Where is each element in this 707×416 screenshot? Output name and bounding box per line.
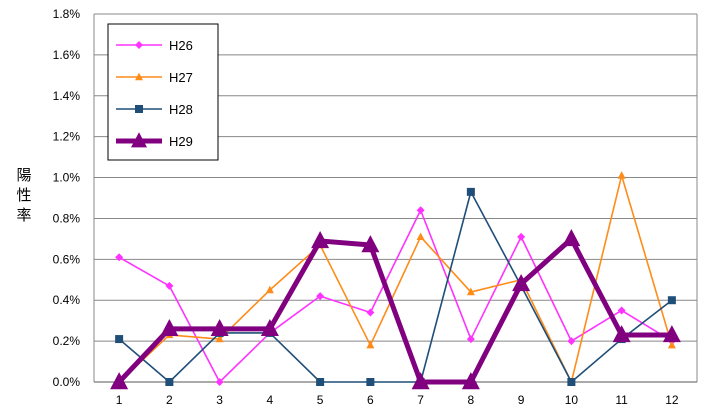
- data-point: [567, 378, 576, 386]
- data-point: [512, 273, 531, 292]
- series-line: [118, 174, 673, 383]
- y-tick-label: 0.2%: [53, 334, 81, 348]
- series-line: [118, 191, 673, 383]
- data-point: [131, 132, 147, 148]
- series-H28: [115, 187, 676, 386]
- legend-label: H26: [169, 38, 193, 53]
- data-point: [210, 318, 229, 337]
- data-point: [366, 340, 375, 349]
- x-tick-label: 12: [665, 393, 679, 407]
- data-point: [366, 308, 375, 317]
- data-point: [667, 296, 676, 305]
- data-point: [260, 318, 279, 337]
- x-tick-label: 11: [615, 393, 628, 407]
- series-line: [118, 209, 673, 383]
- data-point: [667, 340, 676, 349]
- y-tick-label: 0.6%: [53, 252, 81, 266]
- data-point: [466, 187, 475, 196]
- y-tick-label: 0.0%: [53, 375, 81, 389]
- series-H26: [115, 206, 676, 386]
- data-point: [316, 292, 325, 301]
- series-H29: [110, 228, 681, 390]
- x-tick-label: 7: [417, 393, 424, 407]
- data-point: [115, 335, 124, 344]
- x-tick-label: 2: [166, 393, 173, 407]
- data-point: [165, 281, 174, 290]
- legend-label: H29: [169, 134, 193, 149]
- legend-box: [107, 23, 219, 161]
- data-point: [562, 228, 581, 247]
- x-tick-label: 8: [468, 393, 475, 407]
- data-point: [115, 253, 124, 262]
- data-point: [165, 378, 174, 386]
- y-tick-label: 1.2%: [53, 130, 81, 144]
- data-point: [110, 372, 129, 390]
- y-tick-label: 0.8%: [53, 211, 81, 225]
- legend-item-H26: H26: [116, 38, 193, 53]
- data-point: [366, 378, 375, 386]
- x-tick-label: 3: [216, 393, 223, 407]
- data-point: [160, 318, 179, 337]
- x-tick-label: 9: [518, 393, 525, 407]
- data-point: [311, 231, 330, 249]
- y-tick-label: 1.4%: [53, 89, 81, 103]
- legend-item-H28: H28: [116, 102, 193, 117]
- y-tick-label: 0.4%: [53, 293, 81, 307]
- y-tick-label: 1.6%: [53, 48, 81, 62]
- legend-label: H28: [169, 102, 193, 117]
- data-point: [567, 337, 576, 346]
- x-tick-label: 1: [116, 393, 123, 407]
- data-point: [135, 41, 143, 49]
- x-tick-label: 10: [565, 393, 579, 407]
- y-tick-label: 1.8%: [53, 7, 81, 21]
- series-line: [117, 236, 672, 385]
- series-group: [110, 171, 681, 390]
- x-tick-label: 5: [317, 393, 324, 407]
- data-point: [617, 306, 626, 315]
- data-point: [215, 378, 224, 386]
- y-axis-label: 陽性率: [16, 166, 31, 224]
- legend-label: H27: [169, 70, 193, 85]
- legend-item-H27: H27: [116, 70, 193, 85]
- legend-item-H29: H29: [116, 132, 193, 149]
- data-point: [517, 232, 526, 241]
- data-point: [416, 232, 425, 241]
- data-point: [265, 285, 274, 294]
- data-point: [411, 372, 430, 390]
- legend: H26 H27 H28 H29: [107, 23, 219, 161]
- data-point: [135, 105, 143, 113]
- data-point: [416, 206, 425, 215]
- x-axis-ticks: 1 2 3 4 5 6 7 8 9 10 11 12: [116, 393, 679, 407]
- data-point: [135, 72, 143, 81]
- data-point: [612, 325, 631, 343]
- y-axis-ticks: 0.0% 0.2% 0.4% 0.6% 0.8% 1.0% 1.2% 1.4% 1.6% 1.8%: [53, 7, 81, 389]
- data-point: [466, 335, 475, 344]
- x-tick-label: 4: [267, 393, 274, 407]
- data-point: [662, 325, 681, 343]
- data-point: [361, 235, 380, 253]
- data-point: [617, 171, 626, 179]
- y-tick-label: 1.0%: [53, 171, 81, 185]
- data-point: [466, 287, 475, 296]
- data-point: [316, 378, 325, 386]
- data-point: [461, 372, 480, 390]
- data-point: [215, 334, 224, 343]
- x-tick-label: 6: [367, 393, 374, 407]
